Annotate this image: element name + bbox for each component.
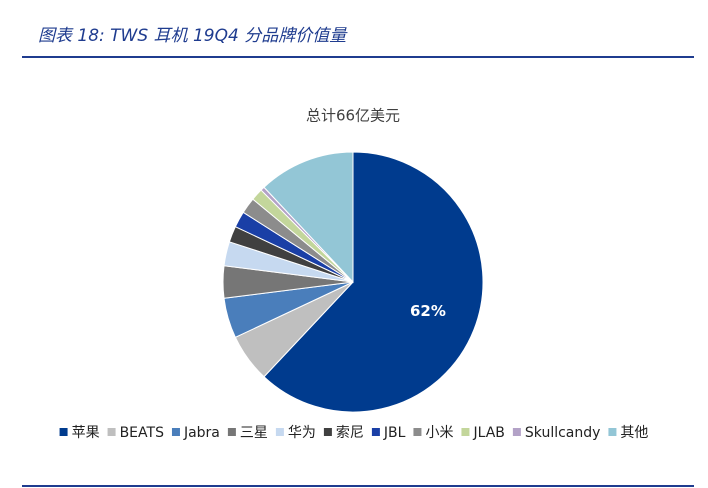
legend-label: 小米 [425,425,453,441]
legend-swatch [275,428,284,436]
legend-label: 索尼 [336,424,364,441]
legend-swatch [461,428,470,436]
legend-swatch [227,428,236,436]
legend-label: JLAB [472,425,504,441]
legend-swatch [323,428,332,436]
legend-swatch [413,428,422,436]
legend-swatch [59,428,68,436]
data-label: 62% [410,302,446,320]
legend-swatch [171,428,180,436]
legend-label: 其他 [620,425,648,441]
legend-label: 华为 [288,425,316,441]
legend-swatch [512,428,521,436]
pie-slice [263,151,484,413]
legend-label: 苹果 [72,425,100,441]
legend-swatch [107,428,116,436]
legend-label: BEATS [120,425,164,441]
legend-swatch [371,428,380,436]
chart-title: 图表 18: TWS 耳机 19Q4 分品牌价值量 [38,26,348,46]
legend-swatch [608,428,617,436]
pie-slice [263,151,354,284]
legend-label: JBL [383,425,406,441]
pie: 62% [222,151,484,413]
legend-label: 三星 [240,425,268,441]
legend-label: Skullcandy [525,425,601,441]
chart-subtitle: 总计66亿美元 [306,107,400,125]
legend-label: Jabra [183,425,220,441]
legend: 苹果 BEATS Jabra 三星 华为 索尼 JBL 小米 JLAB Skullcandy 其他 [59,424,648,441]
